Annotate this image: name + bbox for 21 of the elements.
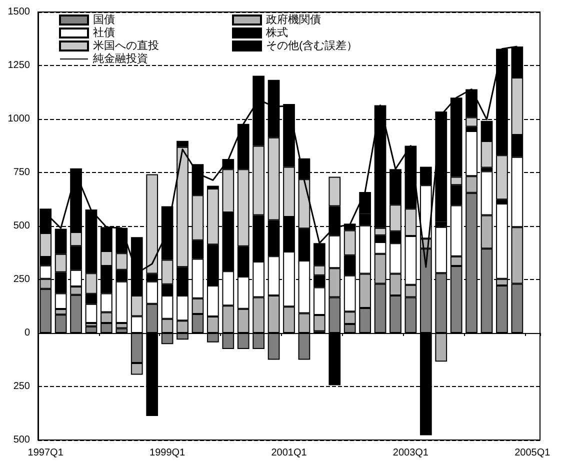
legend-label: 純金融投資 xyxy=(93,53,148,65)
x-tick-label: 1999Q1 xyxy=(150,448,186,458)
y-tick-label: 250 xyxy=(13,381,30,392)
legend-label: その他(含む誤差） xyxy=(266,39,358,52)
y-tick-label: 500 xyxy=(13,434,30,446)
legend-label: 社債 xyxy=(93,26,115,39)
y-tick-label: 250 xyxy=(13,274,30,285)
x-tick-label: 2005Q1 xyxy=(514,448,551,458)
legend-label: 国債 xyxy=(93,14,115,26)
y-tick-label: 500 xyxy=(13,220,30,232)
legend-label: 米国への直投 xyxy=(93,39,159,52)
x-tick-label: 1997Q1 xyxy=(28,448,64,458)
y-tick-label: 1250 xyxy=(8,60,30,71)
y-tick-label: 1500 xyxy=(8,6,30,18)
legend-label: 株式 xyxy=(265,26,288,39)
y-tick-label: 1000 xyxy=(8,114,30,124)
x-tick-label: 2001Q1 xyxy=(271,448,308,458)
x-tick-label: 2003Q1 xyxy=(392,448,429,458)
y-tick-label: 0 xyxy=(24,328,30,338)
legend-label: 政府機関債 xyxy=(266,13,321,26)
y-tick-label: 750 xyxy=(13,167,30,178)
